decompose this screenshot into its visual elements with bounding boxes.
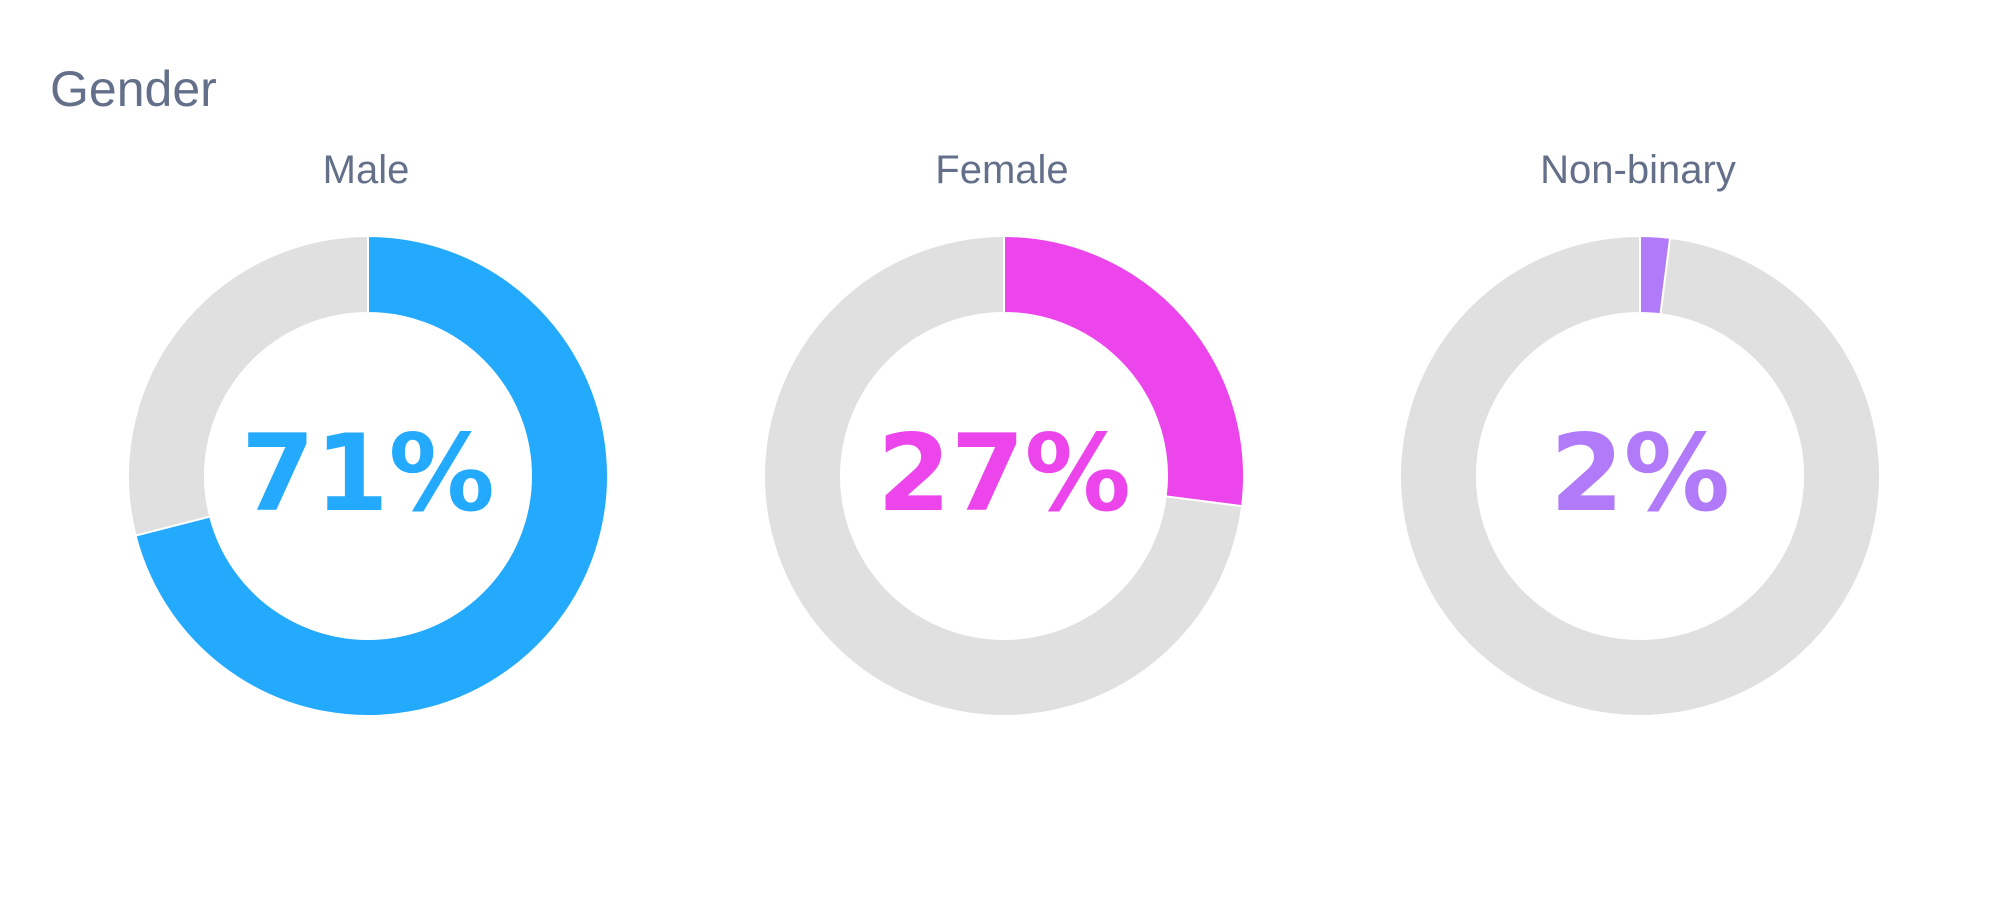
donut-chart-nonbinary: 2% [1399, 234, 1881, 717]
donut-label-nonbinary: Non-binary [1540, 148, 1736, 192]
donut-panel-nonbinary: 2% Non-binary [1378, 140, 1898, 740]
nonbinary-remainder-slice [1399, 234, 1881, 717]
section-title: Gender [50, 61, 217, 117]
nonbinary-percentage-value: 2% [1550, 412, 1730, 535]
male-value-slice [134, 234, 609, 717]
donut-chart-female: 27% [763, 234, 1245, 717]
female-value-slice [1003, 234, 1245, 508]
donut-panel-female: 27% Female [742, 140, 1262, 740]
donut-chart-male: 71% [127, 234, 609, 717]
donut-label-male: Male [322, 148, 410, 192]
nonbinary-value-slice [1639, 234, 1672, 316]
female-remainder-slice [763, 234, 1244, 717]
donut-panel-male: 71% Male [106, 140, 626, 740]
female-percentage-value: 27% [877, 412, 1131, 535]
male-percentage-value: 71% [241, 412, 495, 535]
donut-label-female: Female [935, 148, 1069, 192]
male-remainder-slice [127, 234, 369, 537]
